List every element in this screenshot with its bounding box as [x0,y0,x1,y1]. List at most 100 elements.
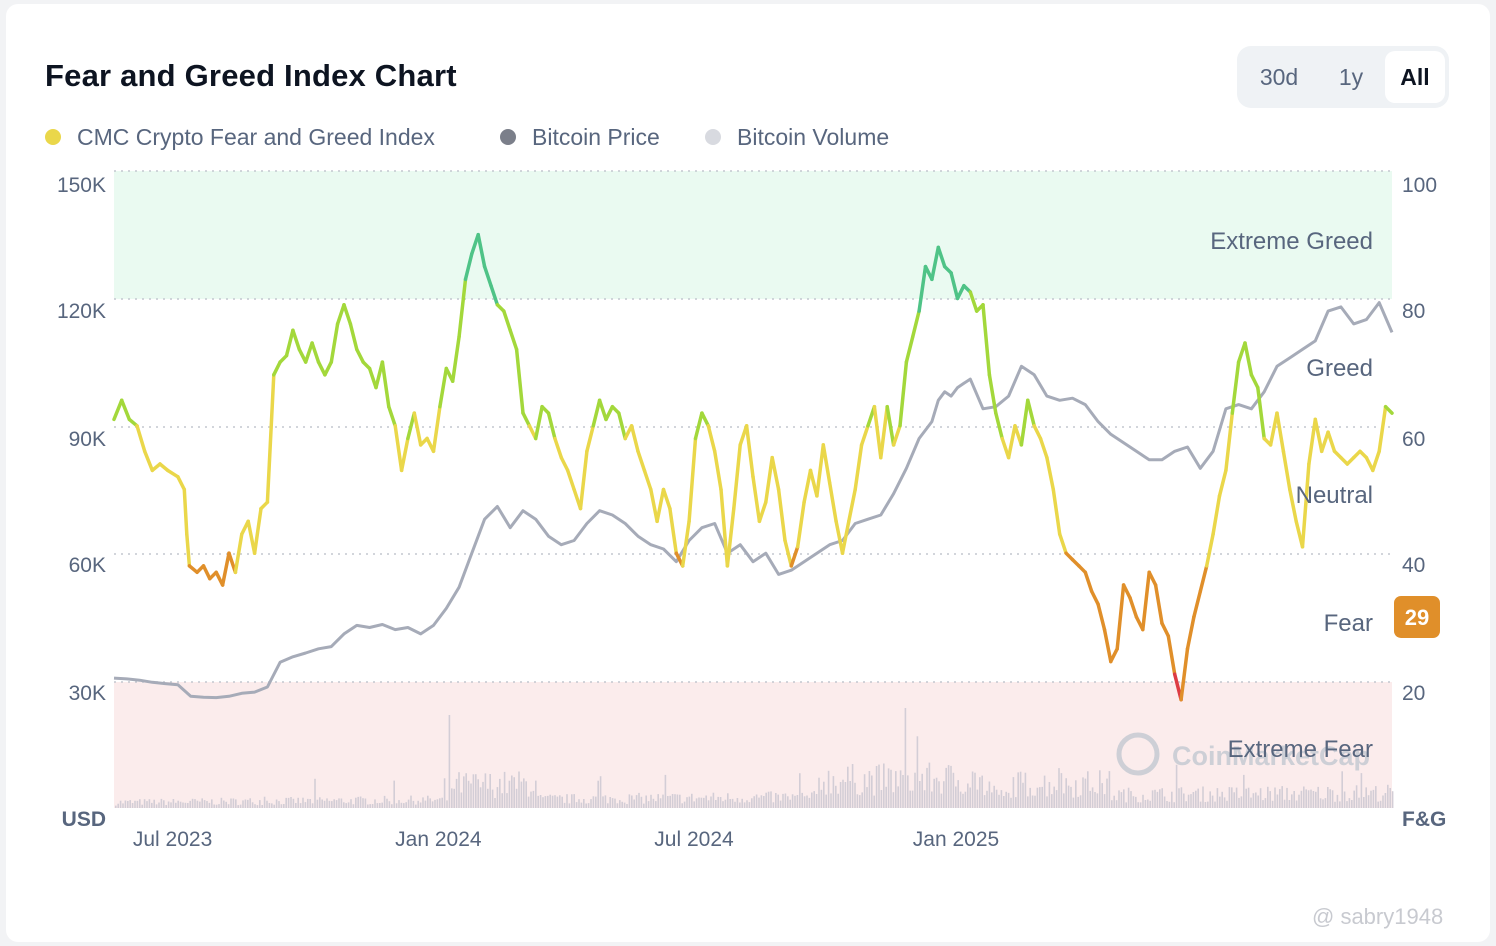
volume-bar [456,779,458,808]
volume-bar [405,802,407,808]
volume-bar [1065,778,1067,808]
volume-bar [1130,791,1132,808]
volume-bar [602,796,604,808]
volume-bar [453,789,455,808]
volume-bar [1226,801,1228,808]
volume-bar [149,799,151,808]
fear-greed-segment [306,343,312,362]
volume-bar [905,708,907,808]
volume-bar [173,799,175,808]
volume-bar [429,798,431,808]
volume-bar [849,781,851,808]
volume-bar [336,800,338,808]
volume-bar [535,781,537,808]
volume-bar [900,770,902,808]
volume-bar [257,805,259,808]
fear-greed-segment [747,426,753,477]
fear-greed-segment [900,362,906,426]
volume-bar [458,772,460,808]
volume-bar [314,779,316,808]
volume-bar [835,786,837,808]
fear-greed-segment [510,330,516,349]
volume-bar [305,802,307,808]
volume-bar [521,782,523,808]
volume-bar [211,799,213,808]
fear-greed-segment [874,407,880,458]
volume-bar [744,802,746,808]
volume-bar [1214,802,1216,808]
volume-bar [763,796,765,808]
volume-bar [833,776,835,808]
fear-greed-segment [1117,585,1123,649]
volume-bar [881,790,883,808]
volume-bar [441,798,443,808]
volume-bar [1118,790,1120,808]
volume-bar [1070,787,1072,808]
y-right-tick: 60 [1402,428,1425,451]
volume-bar [1231,787,1233,808]
volume-bar [885,787,887,808]
volume-bar [775,793,777,808]
volume-bar [204,800,206,808]
volume-bar [485,773,487,808]
volume-bar [1308,790,1310,808]
volume-bar [1375,786,1377,808]
volume-bar [345,803,347,808]
volume-bar [1257,796,1259,809]
volume-bar [309,799,311,808]
volume-bar [1133,796,1135,808]
volume-bar [398,800,400,808]
volume-bar [125,801,127,809]
volume-bar [1207,802,1209,808]
volume-bar [662,795,664,808]
volume-bar [895,771,897,808]
fear-greed-segment [568,470,574,489]
volume-bar [561,797,563,808]
volume-bar [974,773,976,808]
volume-bar [1377,802,1379,808]
volume-bar [369,804,371,808]
volume-bar [1025,773,1027,808]
fear-greed-segment [1245,343,1251,375]
fear-greed-segment [836,521,842,553]
volume-bar [648,801,650,808]
volume-bar [1152,790,1154,808]
fear-greed-segment [168,470,178,476]
volume-bar [907,775,909,808]
volume-bar [1337,795,1339,808]
volume-bar [1195,791,1197,808]
volume-bar [1149,801,1151,808]
volume-bar [482,782,484,808]
volume-bar [511,776,513,809]
fear-greed-segment [402,439,408,471]
volume-bar [240,805,242,808]
volume-bar [1358,798,1360,808]
volume-bar [893,792,895,808]
volume-bar [799,773,801,808]
fear-greed-segment [600,400,606,419]
volume-bar [1092,787,1094,808]
fear-greed-segment [382,362,388,407]
volume-bar [729,799,731,808]
volume-bar [684,802,686,808]
fear-greed-segment [664,490,670,509]
fear-greed-segment [785,541,791,566]
fear-greed-segment [1168,636,1174,674]
fear-greed-segment [312,343,318,362]
volume-bar [979,777,981,808]
volume-bar [1310,790,1312,808]
volume-bar [989,782,991,809]
volume-bar [789,800,791,808]
volume-bar [1161,788,1163,808]
volume-bar [576,802,578,808]
volume-bar [953,773,955,808]
volume-bar [158,803,160,809]
volume-bar [156,804,158,808]
zone-label-greed: Greed [1306,355,1373,382]
volume-bar [969,788,971,809]
y-left-tick: 90K [69,428,106,451]
volume-bar [794,796,796,808]
volume-bar [823,782,825,808]
fear-greed-segment [651,490,657,522]
